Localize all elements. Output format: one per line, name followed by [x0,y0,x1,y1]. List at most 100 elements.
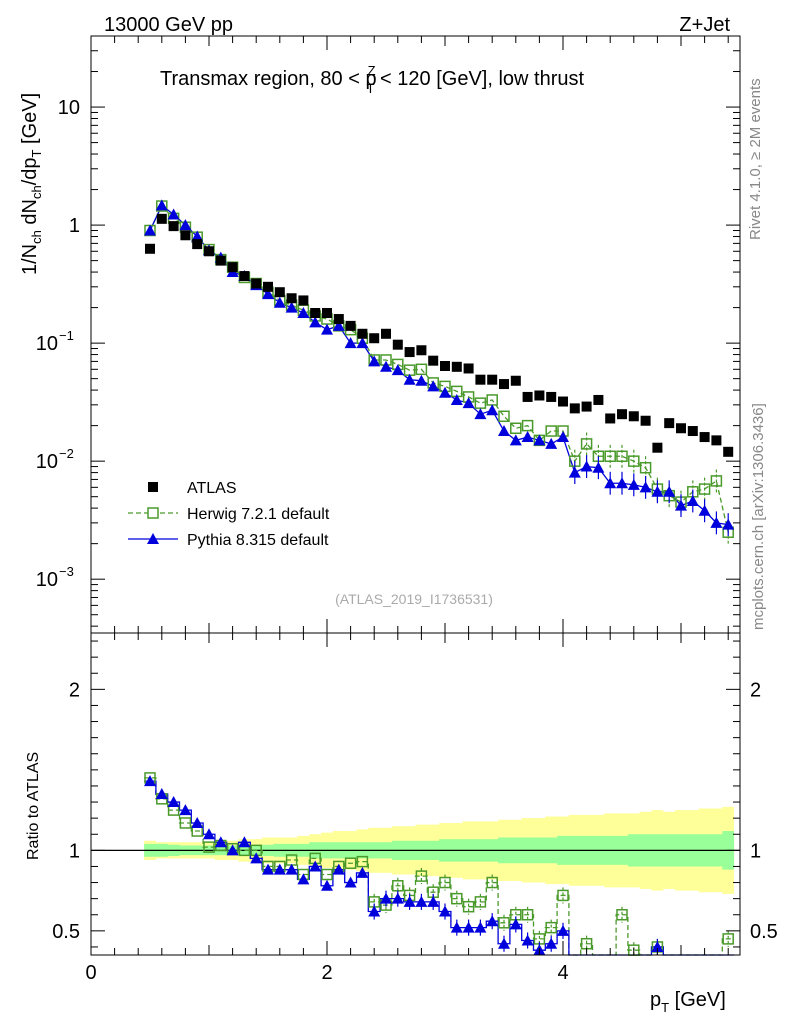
legend-label: Pythia 8.315 default [187,532,329,549]
ratio-pythia-point [250,852,263,864]
ratio-herwig-point [321,868,333,881]
ratio-herwig-point [356,855,369,868]
ratio-axis-ticks: 0.5 0.5 1 1 2 2 0 2 4 [52,633,778,984]
ratio-pythia-point [557,924,569,936]
ratio-pythia-point [297,873,310,885]
pythia-point [155,199,168,211]
ratio-ytick-label-right: 1 [750,840,761,862]
pythia-point [557,431,569,443]
atlas-point [392,339,403,350]
atlas-point [239,271,250,282]
atlas-point [416,345,427,356]
legend-marker [148,482,158,492]
ratio-pythia-point [203,828,215,840]
atlas-point [664,418,675,429]
ratio-herwig-point [616,909,628,921]
main-title-post: < 120 [GeV], low thrust [375,68,585,90]
pythia-point [273,296,286,308]
ratio-pythia-point [427,895,440,907]
atlas-point [310,307,321,318]
pythia-point [403,373,416,385]
header-right-label: Z+Jet [679,14,730,36]
atlas-point [546,391,557,402]
main-ytick-exponent: −2 [59,446,74,461]
atlas-point [251,278,262,289]
herwig-point [616,450,628,463]
main-title-sub: T [367,81,375,96]
xlabel: pT [GeV] [650,989,726,1015]
pythia-point [144,224,156,236]
ratio-herwig-point [439,876,451,889]
ratio-pythia-point [368,905,381,917]
atlas-point [534,390,545,401]
main-ytick-label: 10 [36,569,58,591]
atlas-point [345,320,356,331]
atlas-point [369,333,380,344]
atlas-point [723,446,734,457]
pythia-point [179,219,192,231]
atlas-point [333,314,344,325]
ratio-pythia-point [450,921,463,933]
ratio-herwig-point [498,917,510,929]
ratio-pythia-point [391,892,404,904]
main-title-sup: Z [368,63,376,78]
ratio-ylabel: Ratio to ATLAS [25,752,42,860]
ratio-pythia-point [509,918,522,930]
mcplots-label: mcplots.cern.ch [arXiv:1306.3436] [750,403,767,630]
pythia-point [415,374,428,386]
main-ytick-exponent: −1 [59,328,74,343]
ratio-xtick-label: 2 [321,962,332,984]
ratio-pythia-point [415,895,428,907]
atlas-point [652,442,663,453]
legend-marker [147,533,159,544]
atlas-point [156,213,167,224]
header-left-label: 13000 GeV pp [104,14,233,36]
atlas-point [593,394,604,405]
pythia-point [450,393,463,405]
pythia-point [191,230,204,242]
atlas-point [569,403,580,414]
herwig-point [639,461,652,474]
ratio-pythia-point [498,937,510,949]
herwig-point [628,455,640,467]
ratio-pythia-point [144,775,156,787]
pythia-point [262,288,274,300]
ratio-herwig-point [545,921,557,934]
pythia-point [509,434,522,446]
ratio-pythia-point [167,796,180,808]
ratio-pythia-point [439,905,451,917]
ratio-pythia-point [262,863,274,875]
pythia-point [698,504,711,516]
pythia-point [521,431,534,443]
pythia-point [285,301,298,313]
herwig-line [149,204,729,533]
pythia-point [580,460,593,472]
pythia-point [545,437,558,449]
atlas-point [475,374,486,385]
ratio-herwig-point [179,817,192,829]
atlas-point [581,401,592,412]
ratio-uncertainty-band [91,806,740,894]
atlas-point [357,328,368,339]
main-data-points [144,199,735,544]
pythia-point [344,337,357,349]
legend-marker [147,507,159,519]
pythia-point [462,397,475,409]
main-ytick-label: 10 [36,333,58,355]
pythia-point [380,360,392,372]
ratio-xtick-label: 0 [85,962,96,984]
herwig-point [698,483,711,495]
atlas-point [404,347,415,358]
atlas-point [522,391,533,402]
ratio-pythia-point [462,921,475,933]
herwig-point [545,425,557,437]
atlas-point [227,262,238,273]
atlas-point [510,375,521,386]
ratio-pythia-point [309,860,322,872]
herwig-point [710,475,723,487]
pythia-point [498,425,510,437]
atlas-point [699,432,710,443]
pythia-point [604,477,617,489]
pythia-point [474,408,487,420]
ratio-ytick-label: 1 [69,840,80,862]
